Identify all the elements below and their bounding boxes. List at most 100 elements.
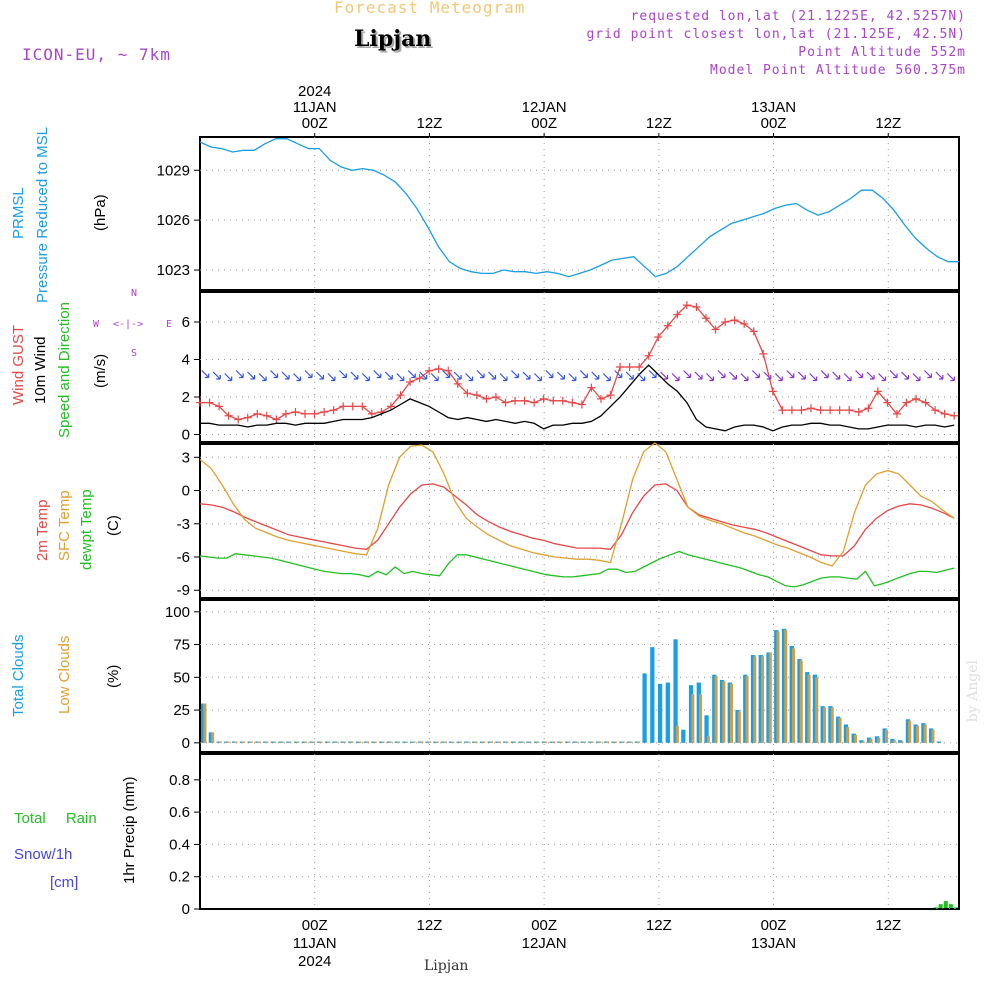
low-clouds-bar (412, 741, 416, 743)
gust-marker (921, 398, 930, 407)
wind-direction-arrow (407, 370, 416, 379)
low-clouds-bar (489, 741, 493, 743)
low-clouds-bar (629, 741, 633, 743)
low-clouds-bar (729, 683, 734, 743)
total-clouds-bar (812, 674, 818, 743)
wind-direction-arrow (453, 371, 462, 380)
wind-direction-arrow (923, 370, 933, 379)
total-clouds-bar (789, 645, 794, 743)
total-clouds-bar (805, 672, 810, 743)
gust-marker (635, 363, 644, 371)
low-clouds-bar (242, 741, 246, 743)
gust-marker (415, 374, 424, 383)
bottom-time-label: 11JAN (293, 935, 337, 952)
wind-direction-arrow (912, 373, 921, 382)
low-clouds-bar (342, 741, 346, 743)
total-clouds-bar (526, 741, 531, 743)
gust-marker (692, 303, 701, 311)
total-clouds-bar (696, 682, 701, 743)
wind-direction-arrow (476, 370, 485, 379)
total-clouds-bar (456, 741, 461, 743)
gust-marker (367, 409, 376, 418)
total-clouds-bar (286, 741, 291, 743)
wind-direction-arrow (419, 371, 428, 380)
gust-marker (482, 394, 491, 403)
low-clouds-bar (799, 660, 803, 743)
wind-dir-label: Speed and Direction (56, 302, 73, 438)
wind-direction-arrow (258, 373, 267, 382)
bottom-time-label: 12Z (416, 917, 442, 934)
low-clouds-bar (226, 741, 230, 743)
gust-marker (329, 406, 338, 415)
low-clouds-bar (830, 707, 834, 743)
gust-marker (520, 396, 529, 405)
wind-ytick-label: 2 (182, 389, 190, 406)
wind-direction-arrow (304, 370, 313, 379)
total-clouds-bar (735, 710, 740, 743)
low-clouds-bar (838, 717, 842, 743)
wind-ytick-label: 6 (182, 314, 190, 331)
wind-direction-arrow (396, 373, 405, 382)
total-clouds-bar (704, 715, 709, 743)
top-time-label: 00Z (761, 115, 787, 132)
gust-marker (568, 398, 577, 407)
wind-direction-arrow (809, 373, 818, 382)
gust-marker (463, 389, 472, 398)
dewpt-line (199, 550, 955, 588)
bottom-time-label: 12Z (875, 917, 901, 934)
wind-direction-arrow (866, 371, 875, 380)
wind-direction-arrow (797, 371, 806, 380)
total-clouds-bar (270, 741, 275, 743)
gust-marker (950, 411, 959, 420)
total-clouds-bar (363, 741, 368, 743)
total-clouds-bar (781, 628, 787, 743)
total-clouds-bar (441, 741, 446, 743)
wind-direction-arrow (728, 371, 738, 380)
gust-marker (444, 366, 453, 375)
gust-marker (682, 301, 691, 310)
gust-marker (377, 408, 386, 416)
wind-direction-arrow (946, 373, 955, 382)
gust-marker (291, 408, 300, 416)
total-clouds-bar (386, 741, 392, 743)
wind-direction-arrow (235, 370, 244, 379)
gust-marker (253, 409, 262, 418)
wind-direction-arrow (488, 371, 497, 380)
low-clouds-bar (249, 741, 253, 743)
total-clouds-bar (239, 741, 244, 743)
wind-direction-arrow (247, 371, 256, 380)
wind-direction-arrow (637, 373, 646, 382)
low-clouds-bar (451, 741, 455, 743)
total-clouds-bar (518, 741, 523, 743)
gust-marker (625, 363, 634, 371)
low-clouds-bar (613, 741, 617, 743)
bottom-time-label: 00Z (761, 917, 787, 934)
low-clouds-bar (544, 741, 548, 743)
gust-marker (883, 398, 892, 407)
gust-marker (816, 406, 825, 415)
low-clouds-bar (776, 631, 780, 743)
low-clouds-bar (211, 732, 215, 743)
snow-unit-label: [cm] (50, 874, 79, 891)
low-clouds-bar (590, 741, 594, 743)
low-clouds-bar (466, 741, 470, 743)
data-layer (196, 138, 959, 910)
total-clouds-bar (340, 741, 345, 743)
wind-direction-arrow (568, 373, 577, 382)
low-clouds-bar (319, 741, 323, 743)
wind-direction-arrow (625, 371, 634, 380)
total-clouds-bar (448, 741, 454, 743)
total-clouds-bar (580, 741, 585, 743)
total-clouds-bar (216, 741, 221, 743)
total-clouds-bar (402, 741, 407, 743)
total-clouds-bar (410, 741, 415, 743)
total-clouds-bar (719, 679, 725, 743)
pressure-unit: (hPa) (92, 194, 109, 232)
total-clouds-bar (743, 674, 748, 743)
wind-direction-arrow (350, 371, 359, 380)
gust-marker (224, 411, 233, 420)
wind-direction-arrow (717, 370, 726, 379)
low-clouds-bar (203, 703, 207, 743)
total-clouds-bar (634, 741, 639, 743)
low-clouds-bar (458, 741, 463, 743)
